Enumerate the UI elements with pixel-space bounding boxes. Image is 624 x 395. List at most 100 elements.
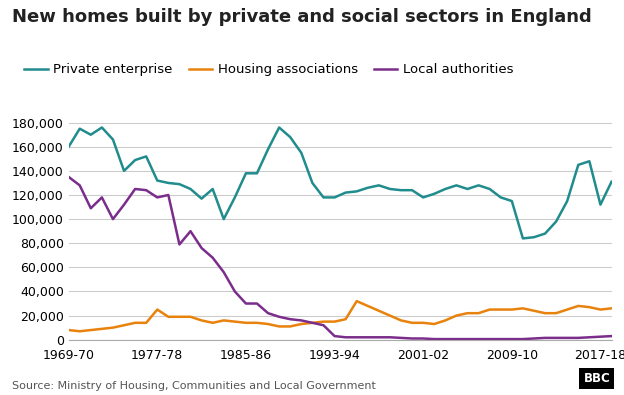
Private enterprise xyxy=(530,235,538,240)
Housing associations xyxy=(597,307,604,312)
Local authorities xyxy=(309,320,316,325)
Local authorities xyxy=(253,301,261,306)
Housing associations xyxy=(486,307,494,312)
Housing associations xyxy=(176,314,183,319)
Local authorities xyxy=(275,314,283,319)
Local authorities xyxy=(552,335,560,340)
Private enterprise xyxy=(519,236,527,241)
Housing associations xyxy=(342,317,349,322)
Private enterprise xyxy=(142,154,150,159)
Private enterprise xyxy=(165,181,172,185)
Housing associations xyxy=(575,304,582,308)
Housing associations xyxy=(209,320,217,325)
Housing associations xyxy=(431,322,438,326)
Private enterprise xyxy=(431,192,438,196)
Private enterprise xyxy=(386,186,394,191)
Housing associations xyxy=(442,318,449,323)
Private enterprise xyxy=(464,186,471,191)
Private enterprise xyxy=(298,150,305,155)
Private enterprise xyxy=(198,196,205,201)
Housing associations xyxy=(530,308,538,313)
Housing associations xyxy=(253,320,261,325)
Local authorities xyxy=(497,337,504,341)
Private enterprise xyxy=(209,186,217,191)
Housing associations xyxy=(353,299,361,303)
Local authorities xyxy=(475,337,482,341)
Private enterprise xyxy=(154,178,161,183)
Housing associations xyxy=(585,305,593,310)
Private enterprise xyxy=(408,188,416,192)
Local authorities xyxy=(563,335,571,340)
Private enterprise xyxy=(109,137,117,142)
Private enterprise xyxy=(132,158,139,162)
Local authorities xyxy=(442,337,449,341)
Housing associations xyxy=(552,311,560,316)
Housing associations xyxy=(386,313,394,318)
Private enterprise xyxy=(575,162,582,167)
Local authorities xyxy=(386,335,394,340)
Private enterprise xyxy=(563,199,571,203)
Housing associations xyxy=(198,318,205,323)
Private enterprise xyxy=(319,195,327,200)
Housing associations xyxy=(109,325,117,330)
Private enterprise xyxy=(364,185,371,190)
Local authorities xyxy=(408,336,416,341)
Local authorities xyxy=(109,217,117,222)
Local authorities xyxy=(98,195,105,200)
Private enterprise xyxy=(442,186,449,191)
Local authorities xyxy=(120,202,128,207)
Housing associations xyxy=(132,320,139,325)
Private enterprise xyxy=(242,171,250,176)
Private enterprise xyxy=(541,231,548,236)
Local authorities xyxy=(541,335,548,340)
Local authorities xyxy=(342,335,349,340)
Local authorities xyxy=(65,175,72,179)
Local authorities xyxy=(597,334,604,339)
Housing associations xyxy=(475,311,482,316)
Local authorities xyxy=(419,336,427,341)
Housing associations xyxy=(464,311,471,316)
Local authorities xyxy=(154,195,161,200)
Private enterprise xyxy=(220,217,228,222)
Housing associations xyxy=(275,324,283,329)
Local authorities xyxy=(76,183,84,188)
Housing associations xyxy=(419,320,427,325)
Private enterprise xyxy=(397,188,405,192)
Local authorities xyxy=(242,301,250,306)
Private enterprise xyxy=(342,190,349,195)
Text: New homes built by private and social sectors in England: New homes built by private and social se… xyxy=(12,8,592,26)
Local authorities xyxy=(209,255,217,260)
Housing associations xyxy=(142,320,150,325)
Local authorities xyxy=(464,337,471,341)
Private enterprise xyxy=(176,182,183,186)
Private enterprise xyxy=(608,179,615,184)
Housing associations xyxy=(242,320,250,325)
Housing associations xyxy=(87,328,95,333)
Local authorities xyxy=(286,317,294,322)
Private enterprise xyxy=(508,199,515,203)
Private enterprise xyxy=(597,202,604,207)
Private enterprise xyxy=(76,126,84,131)
Housing associations xyxy=(375,308,383,313)
Local authorities xyxy=(431,337,438,341)
Private enterprise xyxy=(187,186,194,191)
Local authorities xyxy=(331,334,338,339)
Line: Private enterprise: Private enterprise xyxy=(69,128,612,239)
Housing associations xyxy=(154,307,161,312)
Housing associations xyxy=(408,320,416,325)
Private enterprise xyxy=(331,195,338,200)
Housing associations xyxy=(220,318,228,323)
Private enterprise xyxy=(486,186,494,191)
Private enterprise xyxy=(120,169,128,173)
Local authorities xyxy=(508,337,515,341)
Local authorities xyxy=(231,289,238,294)
Housing associations xyxy=(563,307,571,312)
Private enterprise xyxy=(87,132,95,137)
Local authorities xyxy=(486,337,494,341)
Housing associations xyxy=(187,314,194,319)
Text: Source: Ministry of Housing, Communities and Local Government: Source: Ministry of Housing, Communities… xyxy=(12,381,376,391)
Private enterprise xyxy=(353,189,361,194)
Housing associations xyxy=(608,306,615,311)
Local authorities xyxy=(608,334,615,339)
Text: BBC: BBC xyxy=(583,372,610,385)
